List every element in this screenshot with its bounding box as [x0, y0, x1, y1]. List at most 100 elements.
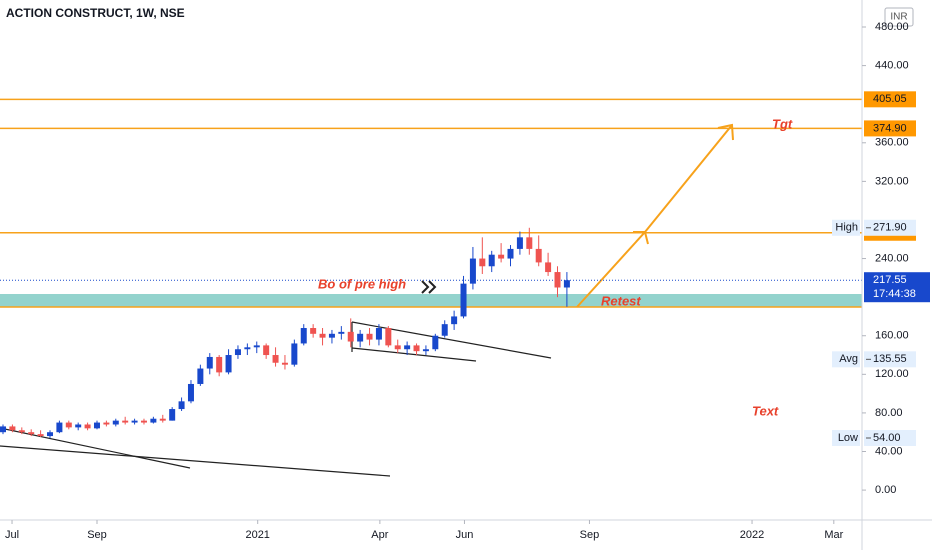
candle-body: [507, 248, 514, 259]
candle-body: [498, 254, 505, 259]
candle-body: [479, 258, 486, 267]
candle-body: [526, 237, 533, 249]
candle-body: [451, 316, 458, 325]
candle-body: [150, 418, 157, 423]
candle-body: [300, 328, 307, 344]
candle-body: [225, 355, 232, 373]
candle-body: [169, 409, 176, 421]
stat-name-box: [832, 429, 860, 446]
x-tick-label: Sep: [87, 529, 107, 541]
trendline: [351, 347, 477, 362]
candle-body: [187, 383, 194, 402]
candle-body: [140, 420, 147, 423]
candle-body: [328, 333, 335, 338]
plot-area: [0, 98, 862, 477]
stat-value: 271.90: [873, 222, 907, 234]
candle-body: [37, 434, 44, 437]
candle-body: [253, 345, 260, 348]
candle-body: [9, 426, 16, 431]
candle-body: [319, 333, 326, 338]
price-label-box: [864, 91, 916, 108]
stat-value-box: [864, 429, 916, 446]
candle-body: [65, 422, 72, 428]
candle-body: [422, 349, 429, 352]
candle-body: [178, 401, 185, 410]
y-tick-label: 320.00: [875, 175, 909, 187]
candle-body: [18, 430, 25, 433]
candle-body: [357, 333, 364, 342]
candle-body: [554, 272, 561, 288]
candle-body: [0, 426, 7, 433]
candle-body: [112, 420, 119, 425]
candle-body: [263, 345, 270, 356]
candle-body: [545, 262, 552, 273]
x-tick-label: Mar: [824, 529, 843, 541]
candle-body: [272, 355, 279, 363]
candle-body: [244, 347, 251, 350]
candle-body: [93, 422, 100, 429]
annotation: Bo of pre high: [318, 276, 406, 291]
stat-name-box: [832, 219, 860, 236]
candle-body: [413, 345, 420, 352]
candle-body: [488, 254, 495, 267]
candle-body: [197, 368, 204, 384]
trendline: [0, 445, 391, 477]
y-tick-label: 40.00: [875, 445, 903, 457]
candle-body: [404, 345, 411, 350]
candle-body: [206, 356, 213, 369]
candle-body: [103, 422, 110, 425]
candle-body: [281, 362, 288, 365]
currency-badge: [884, 7, 914, 27]
candle-body: [338, 331, 345, 334]
candle-body: [375, 328, 382, 340]
countdown: 17:44:38: [873, 288, 916, 300]
chart-title: ACTION CONSTRUCT, 1W, NSE: [6, 6, 185, 20]
arrow-head: [717, 123, 734, 141]
y-tick-label: 160.00: [875, 330, 909, 342]
y-tick-label: 0.00: [875, 484, 896, 496]
annotation: Retest: [601, 293, 641, 308]
stat-value-box: [864, 351, 916, 368]
annotation: Text: [752, 403, 779, 418]
price-label: 405.05: [873, 93, 907, 105]
candle-body: [28, 432, 35, 435]
candle-body: [432, 335, 439, 350]
y-tick-label: 440.00: [875, 60, 909, 72]
candle-body: [441, 324, 448, 336]
last-price-box: [864, 272, 930, 303]
candle-body: [310, 328, 317, 334]
candle-body: [394, 345, 401, 350]
candle-body: [122, 420, 129, 423]
stat-name-box: [832, 351, 860, 368]
x-tick-label: Sep: [580, 529, 600, 541]
candle-body: [460, 283, 467, 317]
y-tick-label: 480.00: [875, 21, 909, 33]
zone: [0, 294, 862, 307]
candle-body: [56, 422, 63, 433]
x-tick-label: Jun: [456, 529, 474, 541]
candle-body: [347, 331, 354, 342]
candle-body: [234, 349, 241, 356]
candle-body: [216, 356, 223, 373]
stat-value: 135.55: [873, 353, 907, 365]
candle-body: [159, 418, 166, 421]
trendline: [351, 321, 552, 359]
candle-body: [75, 424, 82, 428]
candle-body: [131, 420, 138, 423]
stat-value-box: [864, 219, 916, 236]
stat-name: Low: [838, 432, 858, 444]
candle-body: [291, 343, 298, 365]
stat-name: High: [835, 222, 858, 234]
y-tick-label: 80.00: [875, 407, 903, 419]
chevron-icon: [421, 280, 437, 294]
candle-body: [46, 432, 53, 437]
price-label-box: [864, 120, 916, 137]
candle-body: [469, 258, 476, 284]
last-price-label: 217.55: [873, 274, 907, 286]
currency: INR: [890, 12, 907, 23]
candle-body: [84, 424, 91, 429]
stat-value: 54.00: [873, 432, 901, 444]
x-tick-label: 2022: [740, 529, 764, 541]
candle-body: [535, 248, 542, 263]
